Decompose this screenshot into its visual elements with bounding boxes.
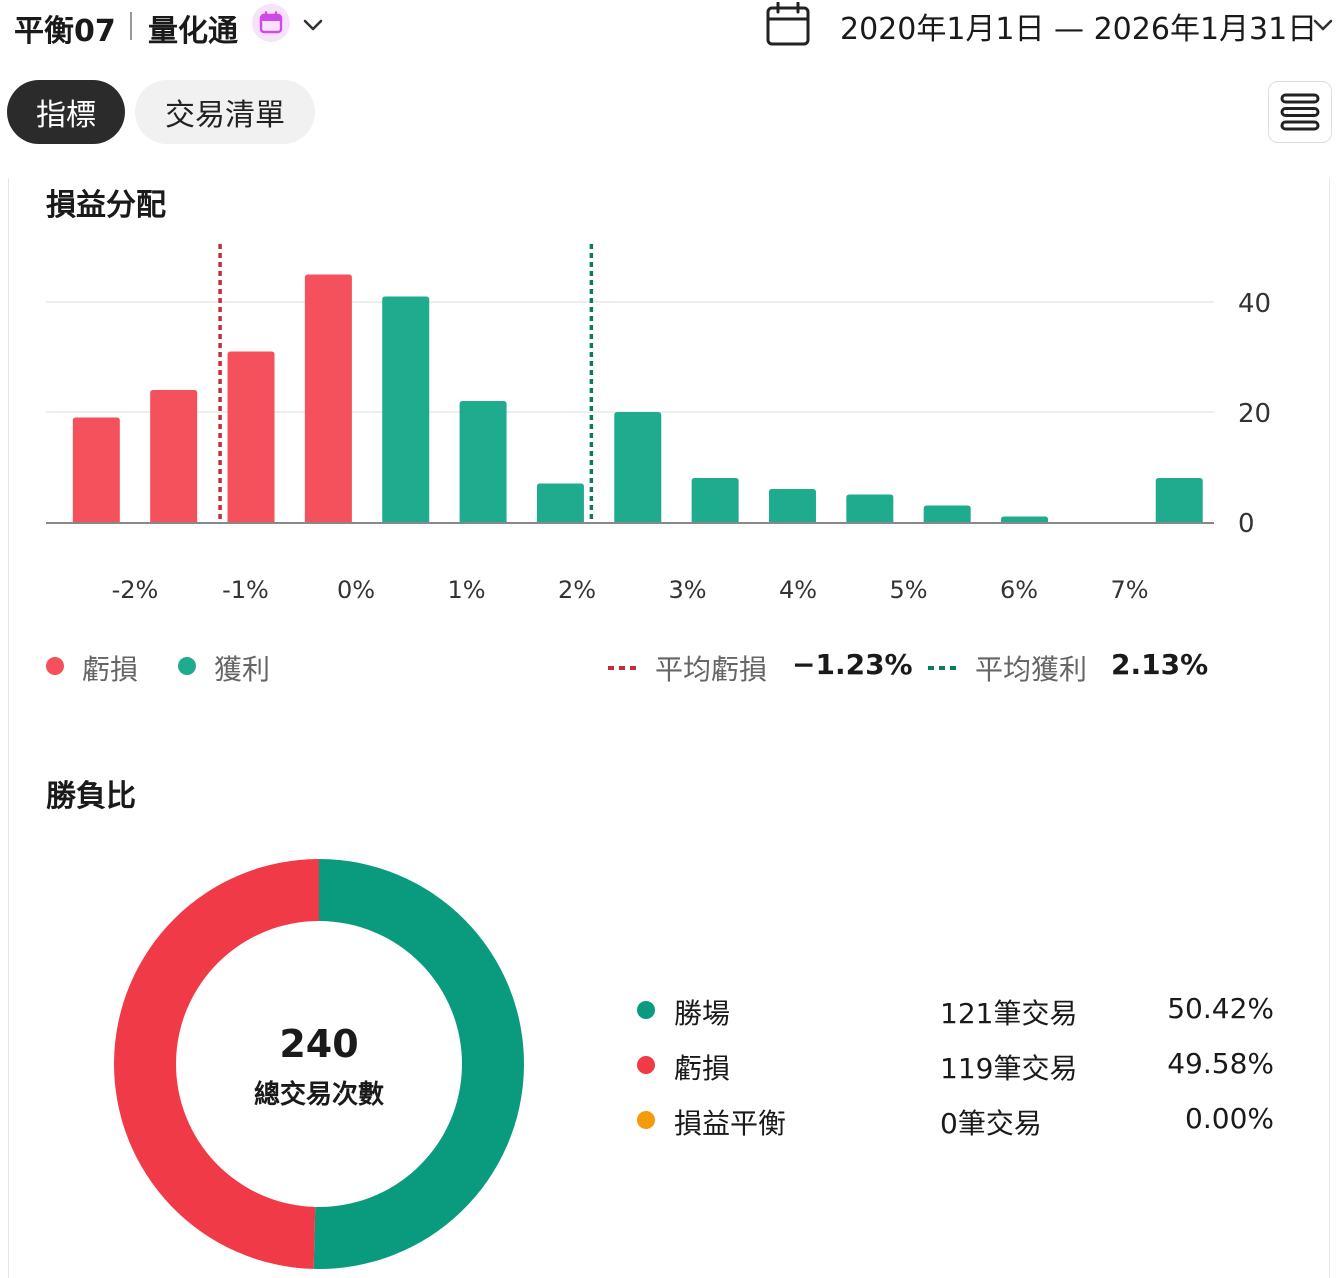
total-trades-value: 240 <box>279 1022 359 1066</box>
x-tick-label: 0% <box>337 576 375 604</box>
header: 平衡07 量化通 2020年1月1日 — 2026年1月31日 <box>0 0 1337 50</box>
list-menu-icon <box>1280 93 1320 131</box>
loss-legend-label: 虧損 <box>82 653 139 686</box>
win-trade-count: 121筆交易 <box>940 997 1078 1030</box>
profit-bar[interactable] <box>923 505 971 523</box>
calendar-icon[interactable] <box>252 4 290 42</box>
profit-bar[interactable] <box>459 401 507 522</box>
profit-bar[interactable] <box>614 412 662 522</box>
x-tick-label: 7% <box>1110 576 1148 604</box>
avg-profit-label: 平均獲利 <box>975 653 1088 686</box>
profit-bar[interactable] <box>846 494 894 523</box>
loss-legend-label: 虧損 <box>674 1052 731 1085</box>
chevron-down-icon[interactable] <box>1310 12 1336 42</box>
y-tick-label: 20 <box>1238 399 1271 429</box>
tab-metrics[interactable]: 指標 <box>7 80 125 144</box>
pnl-histogram: 0 20 40 -2% -1% 0% 1% 2% 3% 4% 5% 6% 7% <box>46 244 1271 604</box>
x-tick-label: 2% <box>558 576 596 604</box>
avg-loss-value: −1.23% <box>792 648 913 681</box>
menu-button[interactable] <box>1268 81 1332 143</box>
profit-bar[interactable] <box>1155 478 1203 522</box>
loss-bar[interactable] <box>72 417 120 523</box>
x-tick-label: 3% <box>668 576 706 604</box>
loss-percentage: 49.58% <box>1167 1047 1274 1080</box>
profit-bar[interactable] <box>768 489 816 522</box>
avg-loss-dash <box>608 666 636 670</box>
x-tick-label: 4% <box>779 576 817 604</box>
x-tick-label: 6% <box>1000 576 1038 604</box>
profit-legend-label: 獲利 <box>214 653 271 686</box>
loss-bar[interactable] <box>150 390 198 522</box>
metrics-card <box>8 178 1330 1278</box>
loss-bar[interactable] <box>304 274 352 523</box>
x-tick-label: 1% <box>447 576 485 604</box>
breakeven-legend-label: 損益平衡 <box>674 1107 787 1140</box>
loss-trade-count: 119筆交易 <box>940 1052 1078 1085</box>
breakeven-legend-dot <box>637 1111 655 1129</box>
x-tick-label: -2% <box>112 576 159 604</box>
y-tick-label: 40 <box>1238 289 1271 319</box>
chevron-down-icon[interactable] <box>300 12 326 42</box>
tab-trade-list[interactable]: 交易清單 <box>135 80 315 144</box>
strategy-name[interactable]: 平衡07 <box>14 14 116 49</box>
win-loss-donut <box>113 859 524 1269</box>
profit-bar[interactable] <box>382 296 430 523</box>
loss-legend-dot <box>637 1056 655 1074</box>
donut-win-segment[interactable] <box>313 859 524 1269</box>
loss-bar[interactable] <box>227 351 275 523</box>
win-loss-title: 勝負比 <box>46 779 136 814</box>
win-percentage: 50.42% <box>1167 992 1274 1025</box>
breakeven-trade-count: 0筆交易 <box>940 1107 1042 1140</box>
x-tick-label: 5% <box>889 576 927 604</box>
profit-bar[interactable] <box>536 483 584 523</box>
product-name[interactable]: 量化通 <box>148 14 238 49</box>
avg-profit-value: 2.13% <box>1111 648 1209 681</box>
date-range[interactable]: 2020年1月1日 — 2026年1月31日 <box>840 12 1318 47</box>
profit-bar[interactable] <box>1001 516 1049 523</box>
pnl-distribution-title: 損益分配 <box>46 188 166 223</box>
header-divider <box>130 12 132 40</box>
calendar-icon[interactable] <box>764 1 812 52</box>
breakeven-percentage: 0.00% <box>1185 1102 1274 1135</box>
y-tick-label: 0 <box>1238 509 1255 539</box>
avg-profit-dash <box>928 666 956 670</box>
loss-legend-dot <box>46 657 64 675</box>
total-trades-label: 總交易次數 <box>253 1080 384 1110</box>
donut-loss-segment[interactable] <box>113 859 319 1269</box>
win-legend-dot <box>637 1001 655 1019</box>
profit-bar[interactable] <box>691 478 739 522</box>
x-tick-label: -1% <box>222 576 269 604</box>
avg-loss-label: 平均虧損 <box>655 653 768 686</box>
win-legend-label: 勝場 <box>674 997 731 1030</box>
profit-legend-dot <box>178 657 196 675</box>
